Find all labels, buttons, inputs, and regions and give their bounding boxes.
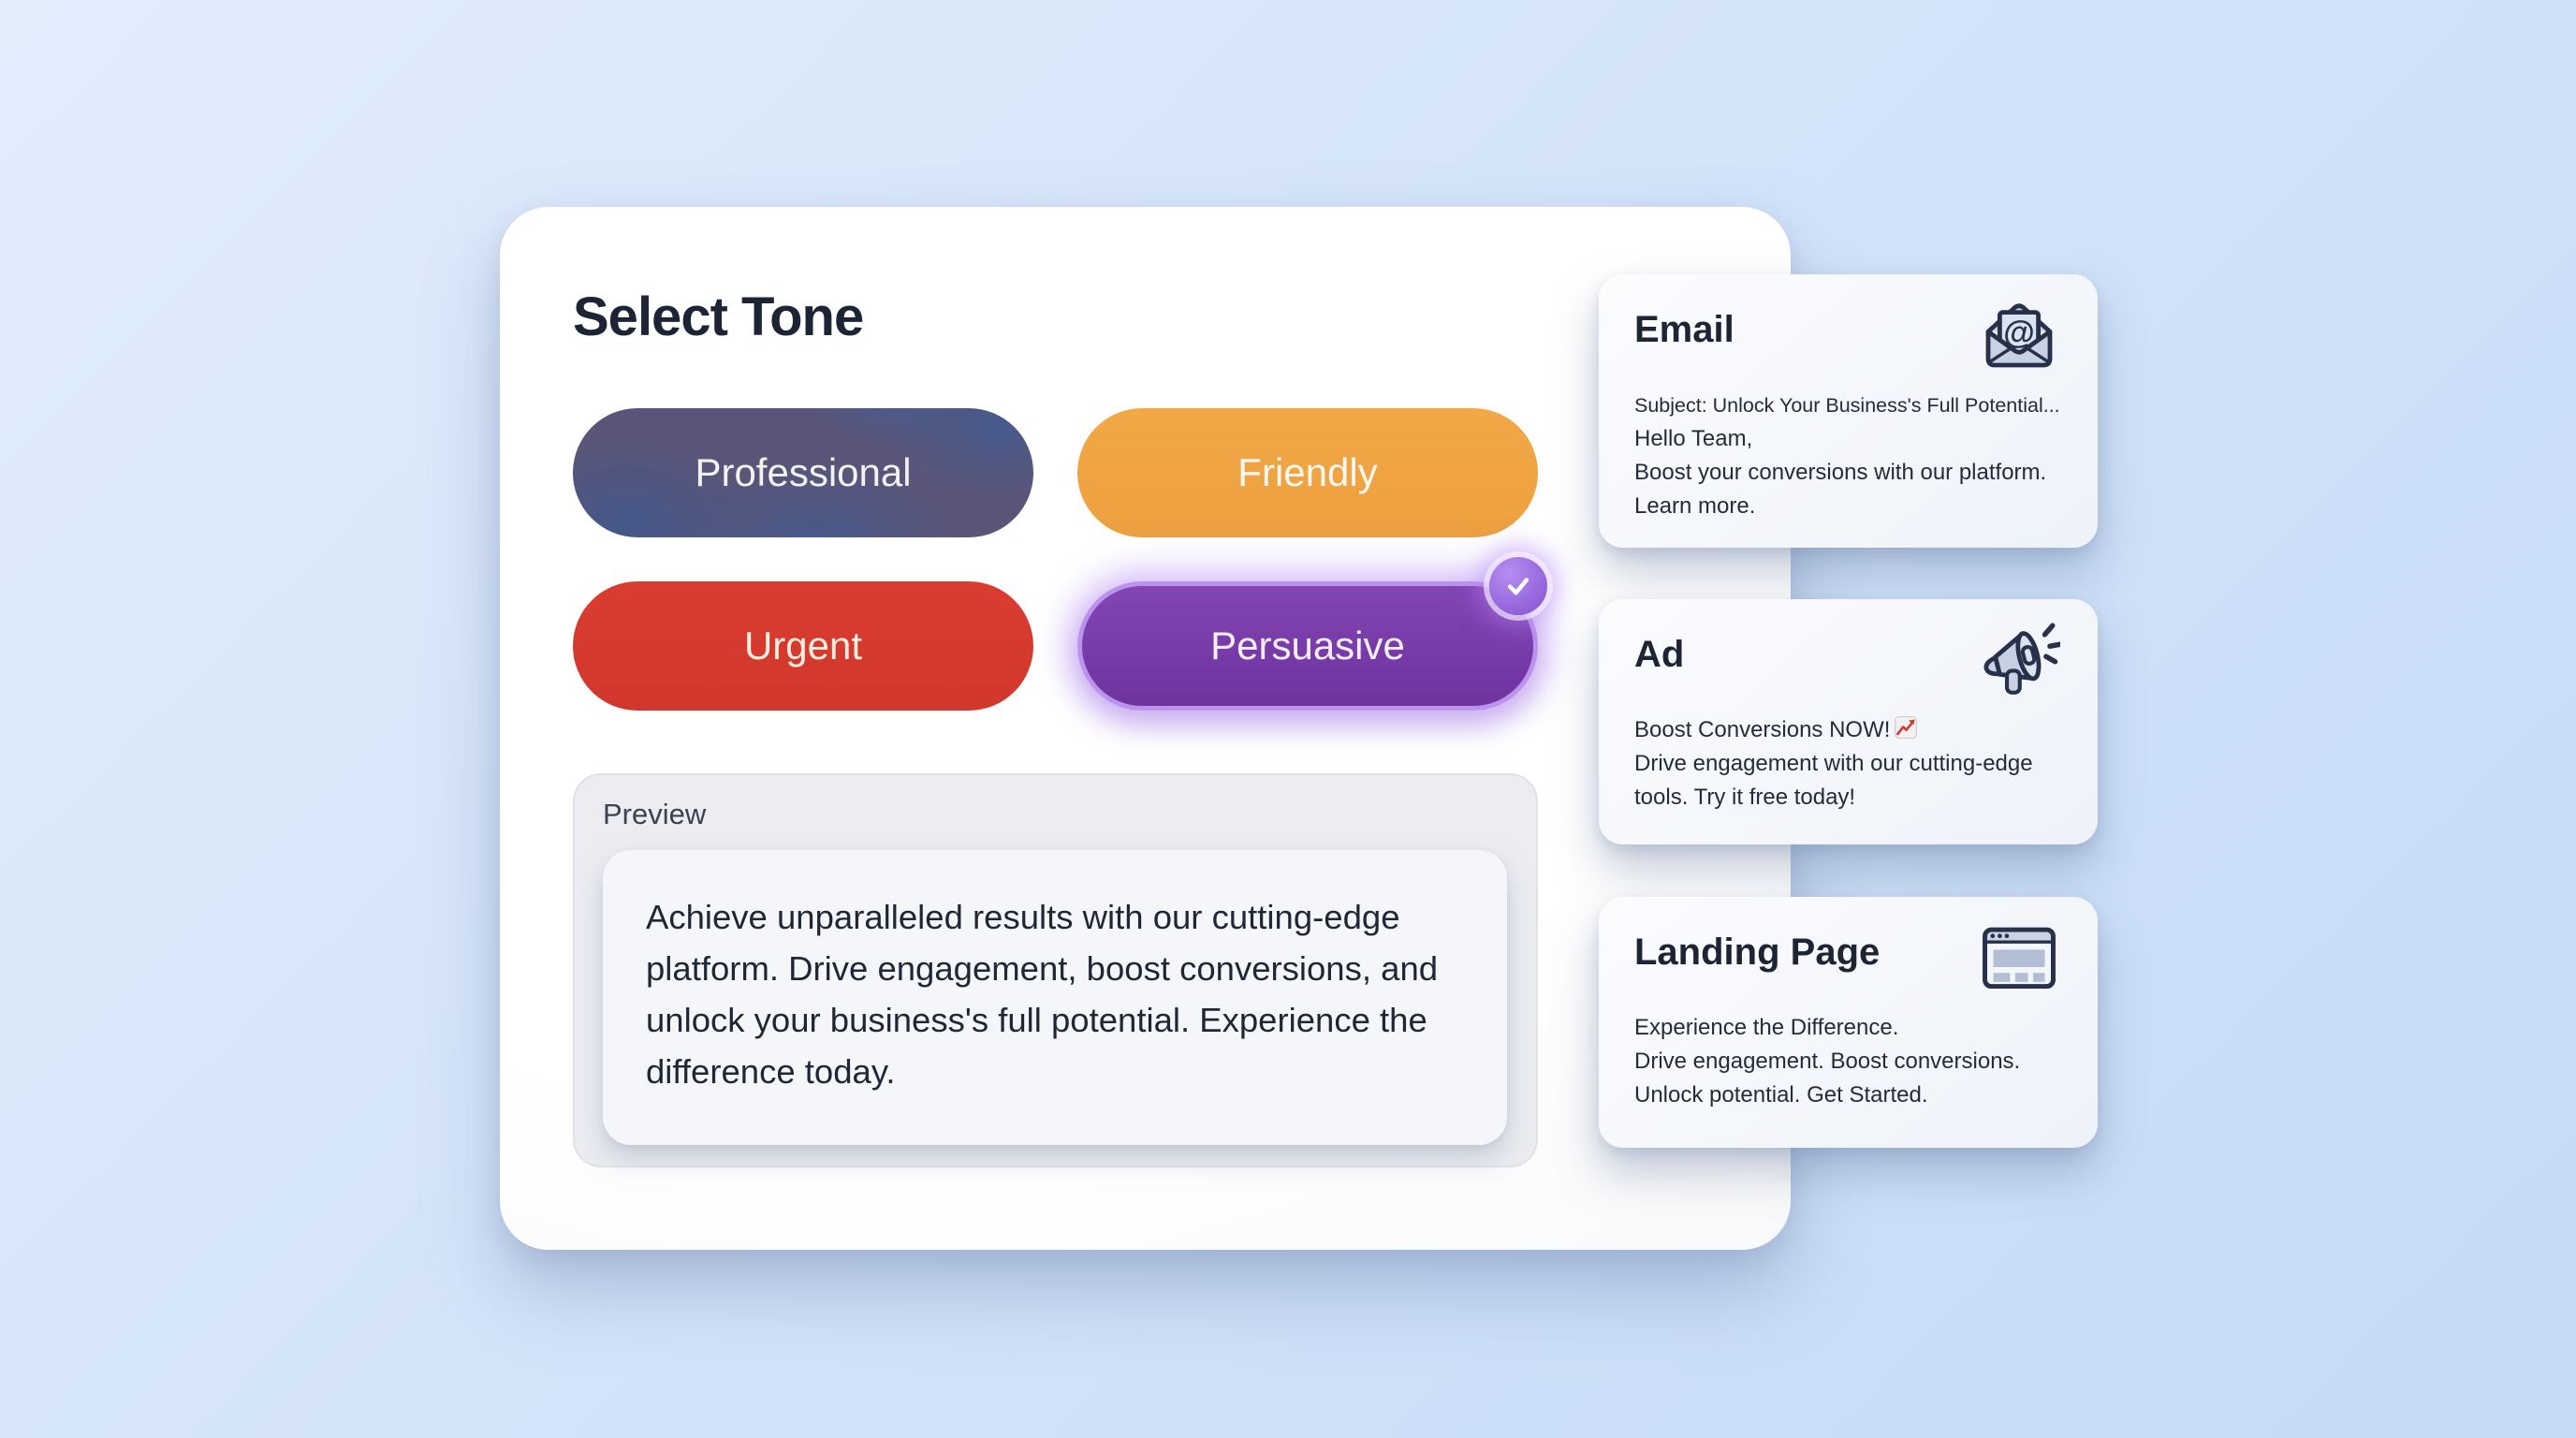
ad-headline: Boost Conversions NOW!: [1634, 713, 2062, 747]
email-subject-line: Subject: Unlock Your Business's Full Pot…: [1634, 394, 2060, 417]
card-title-ad: Ad: [1634, 634, 1685, 675]
landing-body-line: Drive engagement. Boost conversions.: [1634, 1049, 2021, 1074]
ad-card-body: Boost Conversions NOW! Drive engagement …: [1634, 713, 2062, 814]
output-card-email[interactable]: Email @ Subject: Unlock Your Business's …: [1599, 274, 2098, 548]
chart-increasing-icon: [1894, 715, 1918, 740]
preview-text: Achieve unparalleled results with our cu…: [603, 850, 1507, 1145]
email-card-body: Subject: Unlock Your Business's Full Pot…: [1634, 389, 2062, 523]
card-title-landing-page: Landing Page: [1634, 932, 1881, 973]
tone-button-label: Persuasive: [1210, 624, 1405, 668]
preview-panel: Preview Achieve unparalleled results wit…: [573, 773, 1538, 1167]
page-title: Select Tone: [573, 286, 864, 347]
megaphone-icon: [1978, 618, 2063, 700]
email-body-line: Learn more.: [1634, 493, 1756, 519]
email-body-line: Boost your conversions with our platform…: [1634, 460, 2047, 485]
landing-card-body: Experience the Difference. Drive engagem…: [1634, 1011, 2062, 1112]
tone-selector-panel: Select Tone Professional Friendly Urgent…: [500, 207, 1791, 1250]
landing-body-line: Unlock potential. Get Started.: [1634, 1082, 1928, 1108]
tone-button-persuasive[interactable]: Persuasive: [1077, 557, 1547, 711]
tone-button-professional[interactable]: Professional: [573, 408, 1033, 537]
selected-check-badge: [1489, 557, 1547, 615]
card-title-email: Email: [1634, 309, 1734, 350]
email-body-line: Hello Team,: [1634, 426, 1753, 451]
preview-label: Preview: [603, 798, 707, 830]
email-open-icon: @: [1978, 293, 2060, 375]
output-card-ad[interactable]: Ad Boost Conversions NOW! Drive engageme…: [1599, 599, 2098, 844]
check-icon: [1507, 578, 1530, 595]
browser-window-icon: [1978, 916, 2060, 998]
output-card-landing-page[interactable]: Landing Page Experience the Difference. …: [1599, 897, 2098, 1148]
landing-body-line: Experience the Difference.: [1634, 1015, 1899, 1040]
tone-button-urgent[interactable]: Urgent: [573, 581, 1033, 711]
tone-button-friendly[interactable]: Friendly: [1077, 408, 1538, 537]
tone-options: Professional Friendly Urgent Persuasive: [573, 408, 1547, 711]
ad-body-line: Drive engagement with our cutting-edge t…: [1634, 751, 2033, 810]
